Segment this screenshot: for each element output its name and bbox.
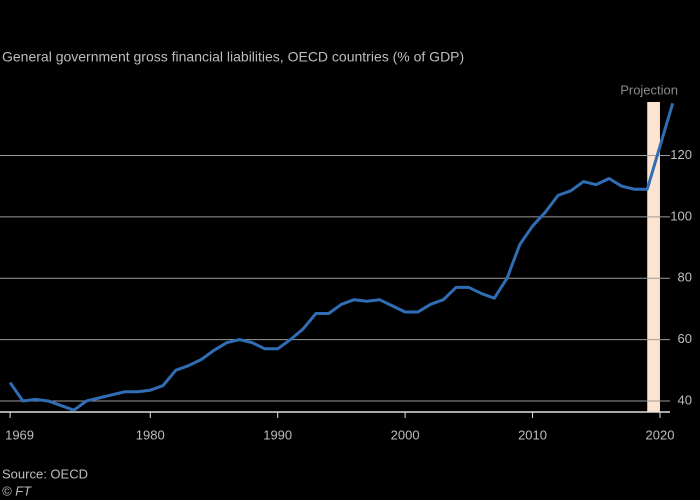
source: Source: OECD — [2, 466, 88, 481]
y-tick-label: 80 — [678, 270, 692, 285]
y-tick-label: 120 — [670, 147, 692, 162]
x-tick-label: 1980 — [136, 427, 165, 442]
x-tick-label: 2000 — [391, 427, 420, 442]
y-tick-label: 100 — [670, 208, 692, 223]
x-tick-label: 1990 — [263, 427, 292, 442]
data-line — [8, 102, 675, 412]
projection-label: Projection — [620, 82, 678, 97]
y-tick-label: 60 — [678, 331, 692, 346]
x-tick-label: 2010 — [518, 427, 547, 442]
x-tick-label: 2020 — [646, 427, 675, 442]
credit: © FT — [2, 483, 32, 498]
x-tick-label: 1969 — [5, 427, 34, 442]
chart-subtitle: General government gross financial liabi… — [2, 49, 464, 65]
y-tick-label: 40 — [678, 392, 692, 407]
